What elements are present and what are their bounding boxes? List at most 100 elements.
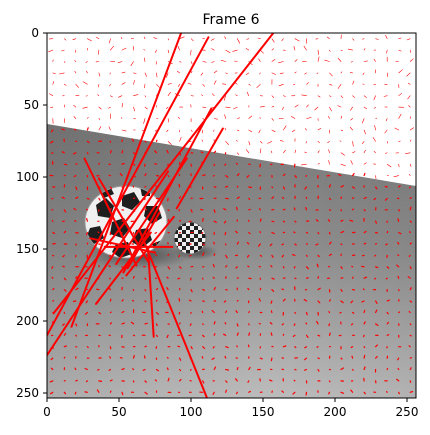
flow-vector — [143, 118, 146, 124]
flow-vector — [49, 380, 54, 383]
flow-vector — [317, 56, 320, 62]
flow-vector — [271, 220, 275, 223]
flow-vector — [225, 49, 231, 54]
flow-vector — [409, 163, 412, 167]
flow-vector — [271, 196, 275, 199]
flow-vector — [179, 266, 182, 269]
flow-vector — [317, 95, 321, 98]
flow-vector — [225, 346, 229, 349]
flow-vector — [189, 277, 192, 281]
flow-vector — [306, 104, 309, 108]
flow-vector — [292, 254, 296, 256]
flow-vector — [49, 93, 54, 96]
flow-vector — [258, 243, 261, 247]
flow-vector — [202, 174, 206, 177]
flow-vector — [397, 241, 400, 245]
flow-vector — [225, 185, 229, 188]
flow-vector — [144, 95, 146, 98]
flow-vector — [317, 300, 321, 304]
flow-vector — [248, 186, 252, 189]
flow-vector — [340, 49, 343, 52]
flow-vector — [202, 289, 205, 291]
flow-vector — [248, 115, 252, 119]
flow-vector — [398, 37, 402, 40]
flow-vector — [328, 232, 331, 235]
flow-vector — [304, 72, 307, 75]
flow-vector — [121, 322, 126, 325]
flow-vector — [398, 311, 401, 314]
flow-vector — [398, 232, 402, 235]
flow-vector — [74, 71, 77, 74]
flow-vector — [73, 116, 77, 119]
flow-vector — [373, 150, 376, 154]
flow-vector — [270, 310, 273, 314]
flow-vector — [248, 129, 253, 133]
flow-vector — [351, 355, 354, 359]
flow-vector — [73, 175, 77, 178]
flow-vector — [271, 277, 275, 280]
flow-vector — [281, 390, 284, 393]
flow-vector — [304, 346, 308, 349]
flow-vector-long — [138, 228, 208, 398]
flow-vector — [281, 288, 284, 291]
flow-vector — [201, 232, 204, 235]
flow-vector — [190, 368, 192, 371]
flow-vector — [374, 277, 377, 280]
flow-vector — [340, 163, 346, 167]
flow-vector — [372, 137, 376, 142]
flow-vector — [200, 72, 203, 76]
flow-vector — [109, 84, 111, 87]
flow-vector — [166, 276, 169, 279]
flow-vector — [375, 266, 379, 269]
flow-vector — [352, 141, 354, 147]
flow-vector — [52, 81, 55, 85]
flow-vector — [178, 117, 180, 119]
flow-vector — [75, 186, 78, 191]
flow-vector — [187, 82, 192, 85]
flow-vector — [202, 243, 206, 246]
flow-vector — [64, 38, 67, 41]
flow-vector — [75, 334, 78, 337]
flow-vector — [179, 219, 182, 222]
flow-vector — [155, 368, 159, 372]
flow-vector — [154, 163, 158, 165]
flow-vector — [304, 151, 307, 154]
flow-vector — [201, 139, 203, 142]
flow-vector — [258, 129, 261, 134]
flow-vector — [385, 277, 388, 280]
flow-vector — [281, 243, 284, 246]
flow-vector — [237, 117, 240, 119]
flow-vector — [154, 129, 157, 132]
flow-vector — [396, 378, 400, 382]
flow-vector — [340, 185, 344, 188]
flow-vector — [398, 93, 403, 96]
flow-vector — [304, 128, 307, 131]
flow-vector — [340, 71, 343, 74]
flow-vector — [304, 368, 308, 371]
flow-vector — [248, 141, 251, 146]
flow-vector — [188, 220, 192, 223]
flow-vector — [305, 175, 308, 177]
flow-vector — [409, 174, 411, 176]
flow-vector — [236, 241, 239, 245]
flow-vector — [202, 334, 205, 338]
flow-vector — [236, 391, 238, 395]
flow-vector — [130, 61, 134, 66]
flow-vector — [293, 266, 296, 269]
flow-vector — [375, 309, 378, 314]
flow-vector — [144, 173, 147, 177]
flow-vector — [87, 38, 92, 42]
flow-vector — [398, 391, 400, 395]
flow-vector — [132, 355, 135, 359]
flow-vector — [409, 266, 412, 270]
flow-vector — [224, 163, 227, 166]
flow-vector — [155, 311, 159, 315]
flow-vector-long — [175, 127, 224, 210]
flow-vector — [340, 95, 343, 99]
flow-vector — [247, 265, 250, 268]
flow-vector — [409, 220, 412, 223]
flow-vector — [121, 150, 124, 154]
flow-vector — [350, 346, 354, 349]
flow-vector — [328, 241, 332, 245]
flow-vector — [167, 377, 170, 382]
